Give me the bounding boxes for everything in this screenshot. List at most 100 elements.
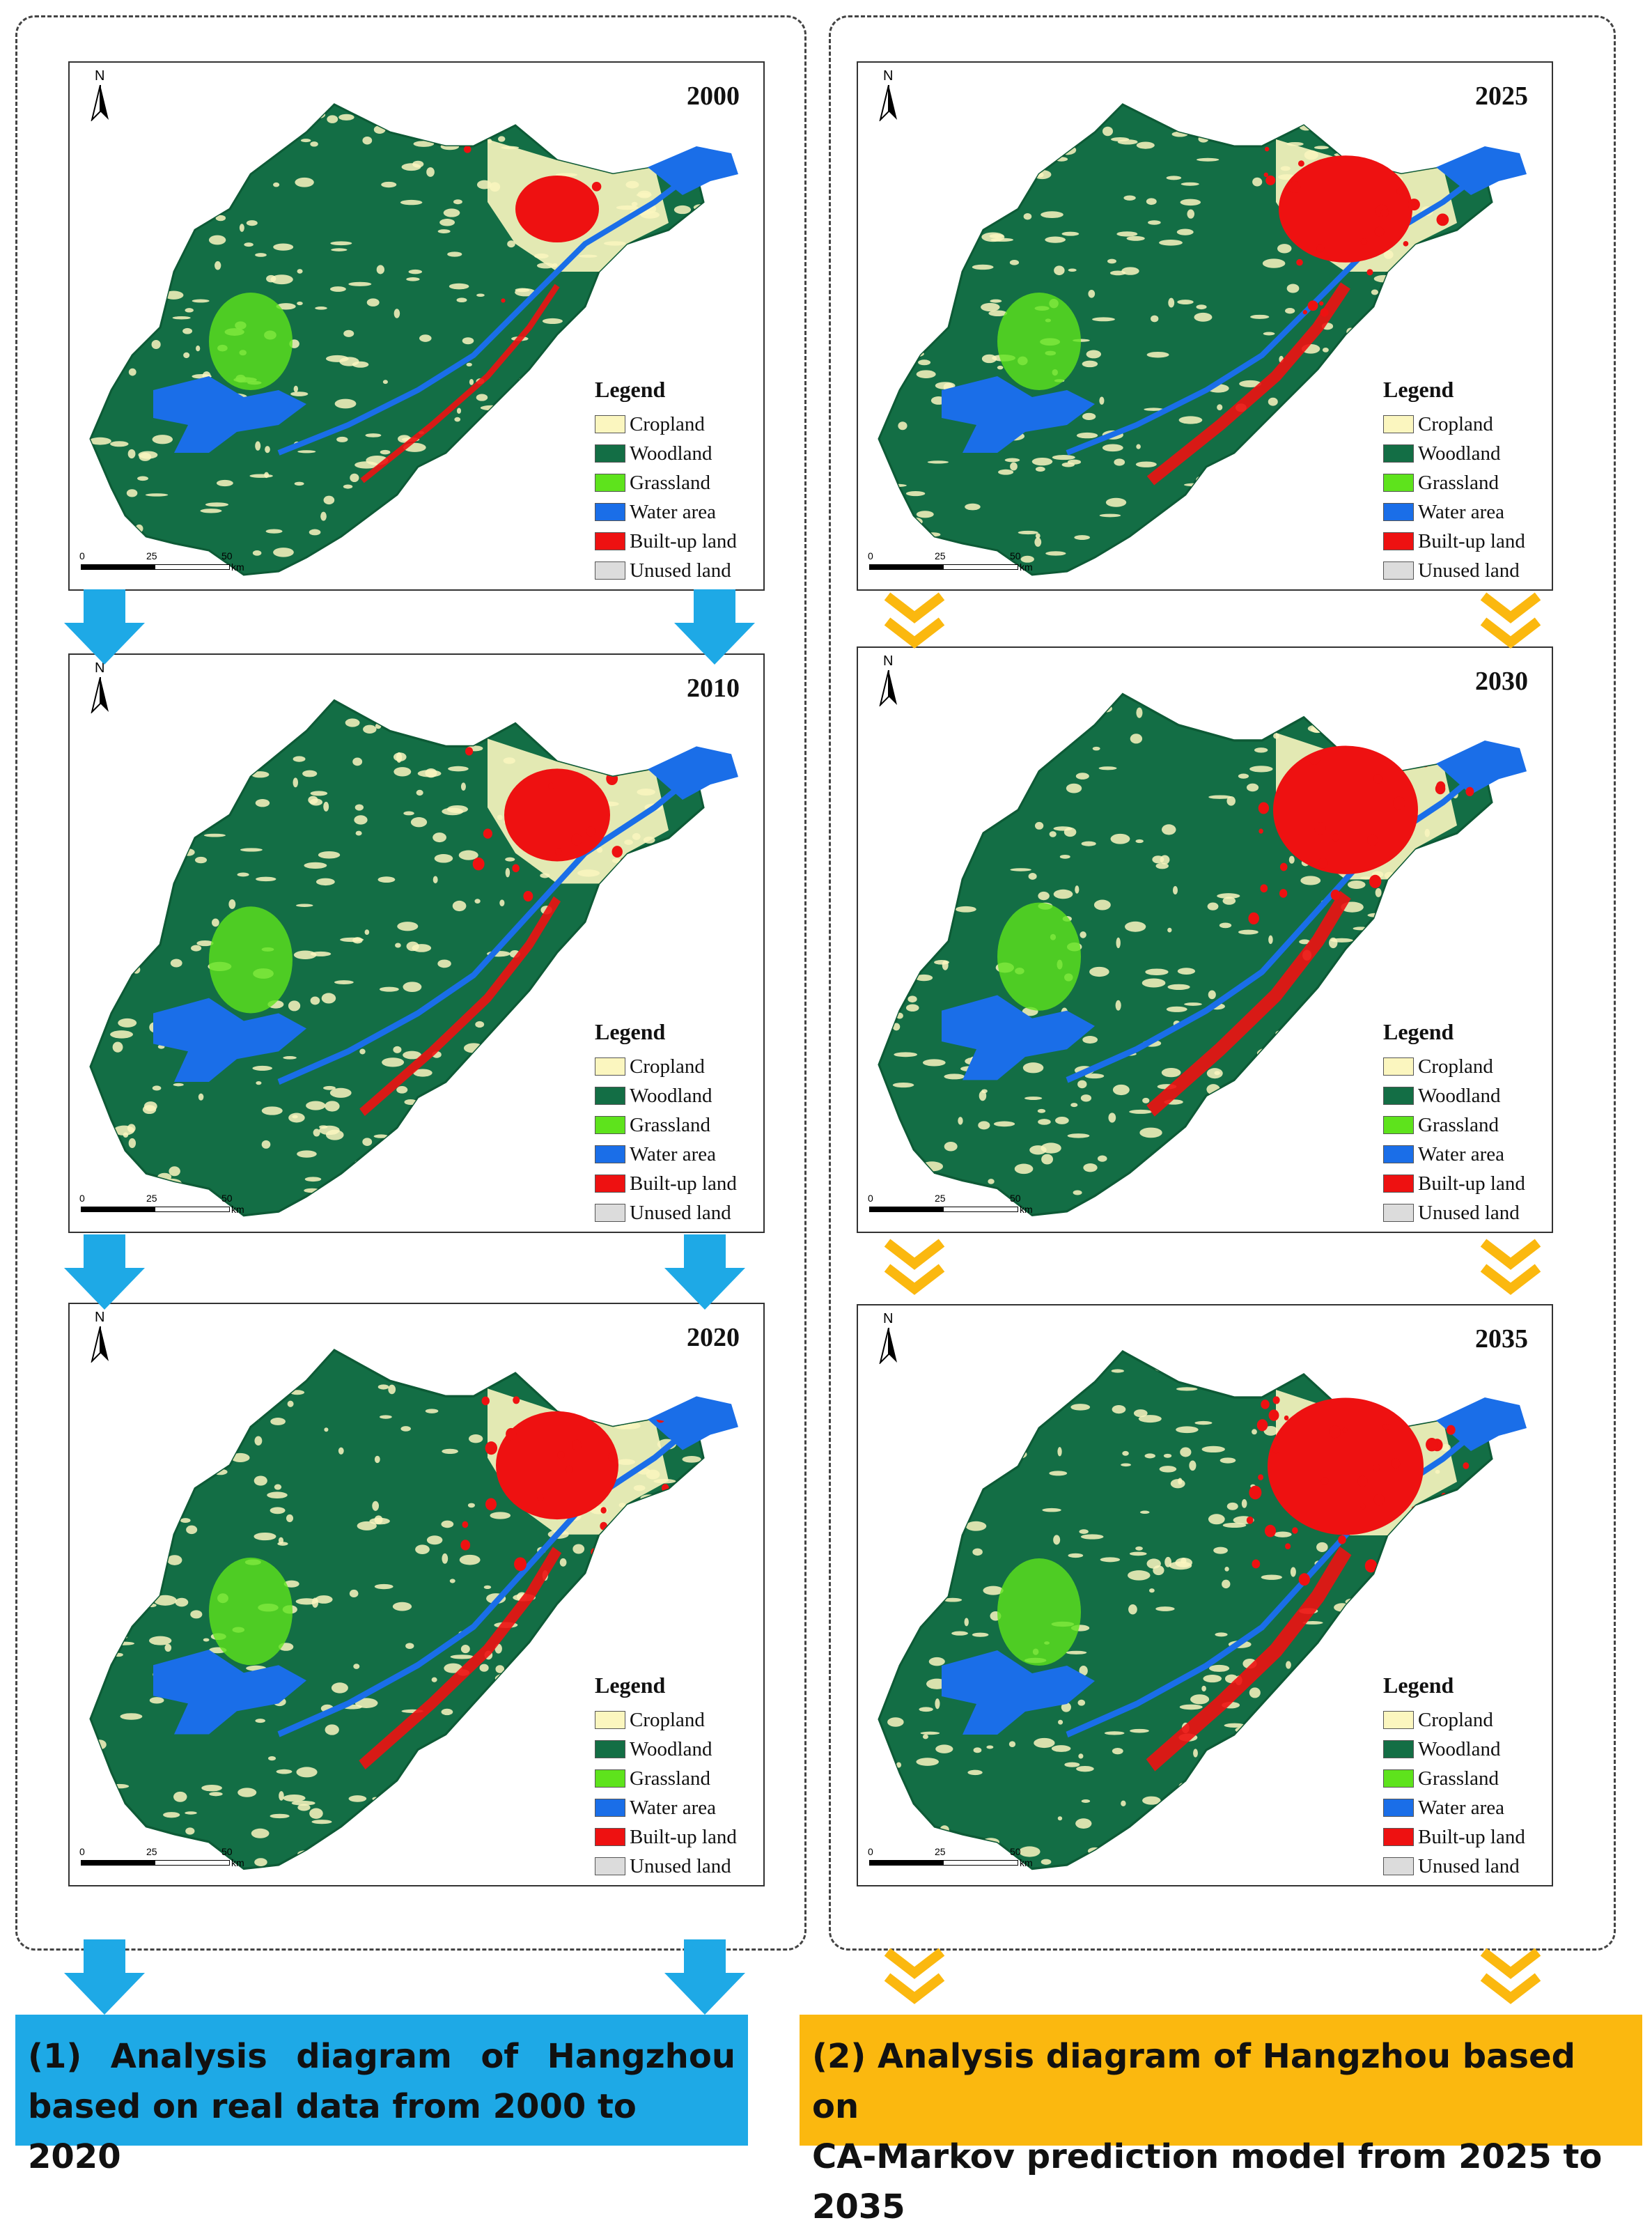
- cropland-patch: [467, 1503, 475, 1508]
- cropland-patch: [1112, 1084, 1130, 1096]
- built-up-patch: [1332, 833, 1339, 842]
- built-up-patch: [557, 1450, 565, 1459]
- cropland-patch: [1329, 937, 1338, 949]
- cropland-patch: [382, 380, 388, 385]
- cropland-patch: [577, 712, 582, 721]
- cropland-patch: [1394, 302, 1408, 309]
- north-arrow-icon: N: [875, 1311, 903, 1364]
- cropland-patch: [557, 561, 570, 567]
- built-up-patch: [591, 182, 602, 192]
- cropland-patch: [1156, 555, 1175, 561]
- cropland-patch: [1166, 1006, 1187, 1012]
- cropland-patch: [1339, 1675, 1350, 1686]
- lake: [942, 376, 1095, 453]
- cropland-patch: [1139, 1127, 1162, 1138]
- cropland-patch: [1167, 927, 1172, 933]
- cropland-patch: [1128, 1604, 1137, 1615]
- cropland-patch: [979, 169, 994, 178]
- cropland-patch: [972, 1548, 983, 1556]
- cropland-patch: [1138, 1415, 1162, 1423]
- cropland-patch: [972, 264, 994, 270]
- cropland-patch: [1316, 699, 1322, 706]
- scale-bar-black: [81, 1860, 155, 1866]
- cropland-patch: [374, 1583, 393, 1590]
- cropland-patch: [1135, 839, 1144, 844]
- cropland-patch: [1077, 1699, 1086, 1706]
- cropland-patch: [1219, 124, 1242, 133]
- cropland-patch: [920, 1731, 940, 1735]
- cropland-patch: [441, 1520, 454, 1528]
- cropland-patch: [944, 1074, 965, 1080]
- cropland-patch: [497, 136, 506, 142]
- built-up-patch: [1405, 868, 1412, 876]
- cropland-patch: [143, 720, 155, 731]
- cropland-patch: [283, 1056, 297, 1060]
- cropland-patch: [1070, 1404, 1091, 1411]
- built-up-patch: [1408, 256, 1418, 265]
- cropland-patch: [1014, 1163, 1034, 1175]
- cropland-patch: [355, 830, 362, 836]
- cropland-patch: [1018, 530, 1038, 535]
- cropland-patch: [336, 436, 348, 442]
- cropland-patch: [475, 1021, 485, 1028]
- cropland-patch: [92, 1739, 107, 1750]
- cropland-patch: [1208, 990, 1216, 1000]
- cropland-patch: [1045, 551, 1066, 556]
- cropland-patch: [440, 143, 460, 150]
- down-arrow-icon: [664, 1939, 745, 2015]
- built-up-patch: [514, 1557, 527, 1572]
- built-up-patch: [1374, 737, 1385, 749]
- cropland-patch: [131, 1583, 152, 1590]
- cropland-patch: [185, 119, 207, 127]
- cropland-patch: [1089, 966, 1109, 977]
- cropland-patch: [483, 1188, 503, 1193]
- built-up-patch: [625, 251, 634, 259]
- cropland-patch: [527, 1661, 535, 1672]
- cropland-patch: [400, 1426, 411, 1432]
- built-up-patch: [1302, 310, 1307, 315]
- cropland-patch: [310, 791, 328, 796]
- cropland-patch: [1054, 743, 1062, 753]
- legend-label: Grassland: [1418, 471, 1499, 494]
- legend-title: Legend: [595, 1019, 666, 1044]
- cropland-patch: [685, 1532, 702, 1538]
- cropland-patch: [1129, 1109, 1153, 1114]
- north-arrow-icon: N: [875, 68, 903, 121]
- cropland-patch: [600, 1643, 621, 1650]
- map-legend: Legend Cropland Woodland Grassland Water are…: [1383, 1673, 1549, 1881]
- cropland-patch: [1316, 118, 1323, 122]
- cropland-patch: [897, 128, 910, 132]
- cropland-patch: [511, 1159, 523, 1168]
- cropland-patch: [109, 1783, 130, 1789]
- cropland-patch: [1288, 855, 1295, 864]
- cropland-patch: [1451, 1397, 1457, 1404]
- cropland-patch: [1196, 304, 1207, 310]
- cropland-patch: [1366, 975, 1389, 984]
- legend-label: Water area: [630, 1142, 717, 1165]
- cropland-patch: [472, 484, 491, 490]
- cropland-patch: [442, 1553, 449, 1564]
- north-label: N: [883, 1311, 894, 1326]
- cropland-patch: [1238, 560, 1254, 566]
- cropland-patch: [904, 1384, 910, 1395]
- legend-swatch: [1383, 1769, 1414, 1788]
- cropland-patch: [1291, 114, 1311, 118]
- cropland-patch: [400, 199, 423, 206]
- cropland-patch: [456, 408, 462, 414]
- built-up-patch: [1403, 241, 1409, 247]
- cropland-patch: [1015, 162, 1037, 167]
- cropland-patch: [616, 131, 629, 135]
- scale-tick-label: 50: [221, 1193, 233, 1204]
- cropland-patch: [1302, 513, 1309, 523]
- legend-label: Cropland: [1418, 1708, 1493, 1731]
- legend-item: Grassland: [595, 1764, 761, 1793]
- cropland-patch: [1249, 766, 1273, 773]
- cropland-patch: [706, 976, 714, 982]
- cropland-patch: [1428, 1503, 1450, 1514]
- cropland-patch: [1459, 1612, 1477, 1622]
- cropland-patch: [267, 1375, 274, 1382]
- cropland-patch: [1300, 1768, 1315, 1773]
- cropland-patch: [499, 899, 505, 907]
- built-up-patch: [1252, 1559, 1261, 1569]
- legend-label: Unused land: [1418, 1201, 1520, 1224]
